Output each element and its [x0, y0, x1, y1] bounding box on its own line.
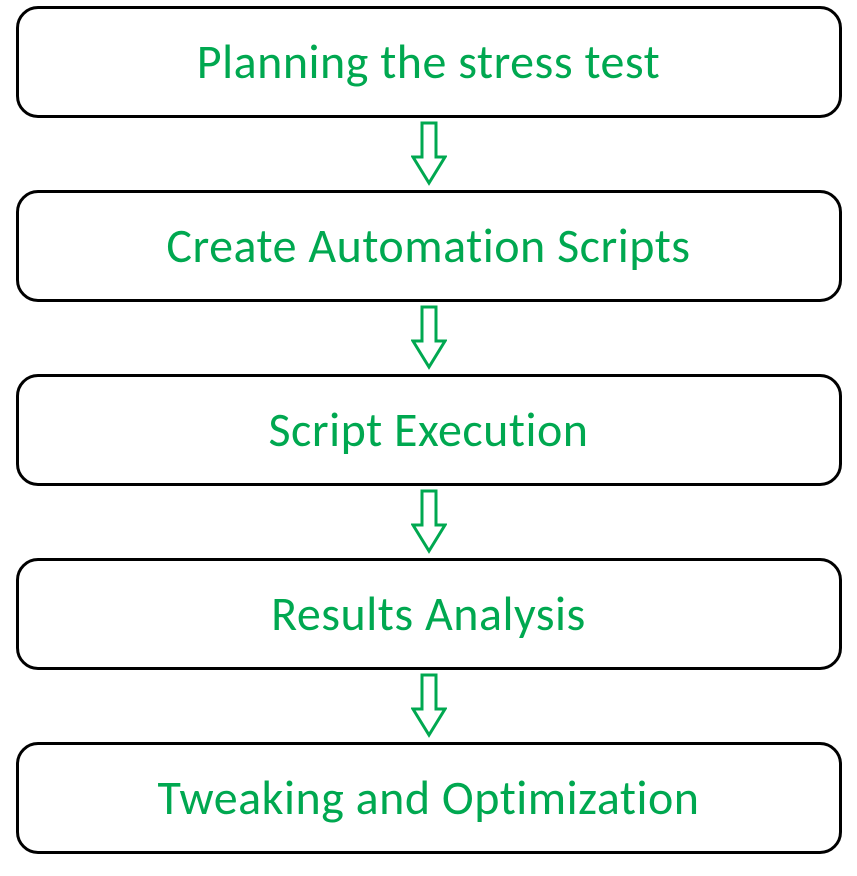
flow-node-results-analysis: Results Analysis — [16, 558, 842, 670]
flow-node-label: Planning the stress test — [197, 36, 660, 89]
flow-node-label: Create Automation Scripts — [166, 220, 690, 273]
arrow-down-icon — [411, 118, 447, 190]
flow-node-label: Results Analysis — [271, 588, 586, 641]
flow-node-label: Tweaking and Optimization — [158, 772, 700, 825]
arrow-down-icon — [411, 670, 447, 742]
flow-node-planning: Planning the stress test — [16, 6, 842, 118]
flowchart-container: Planning the stress test Create Automati… — [0, 0, 857, 854]
arrow-down-icon — [411, 486, 447, 558]
arrow-down-icon — [411, 302, 447, 374]
flow-node-label: Script Execution — [268, 404, 588, 457]
flow-node-script-execution: Script Execution — [16, 374, 842, 486]
flow-node-tweaking-optimization: Tweaking and Optimization — [16, 742, 842, 854]
flow-node-create-scripts: Create Automation Scripts — [16, 190, 842, 302]
